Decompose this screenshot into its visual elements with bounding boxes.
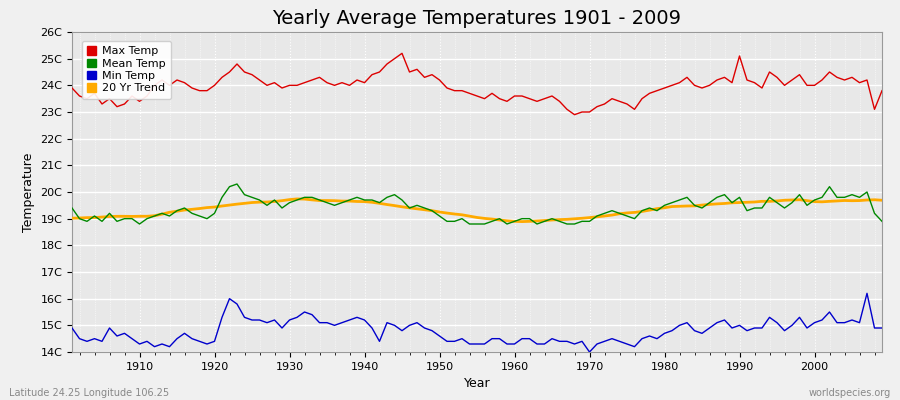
20 Yr Trend (127, 214, 138, 219)
Min Temp (861, 291, 872, 296)
Text: worldspecies.org: worldspecies.org (809, 388, 891, 398)
Mean Temp (127, 216, 138, 221)
Mean Temp (524, 216, 535, 221)
20 Yr Trend (524, 219, 535, 224)
20 Yr Trend (67, 216, 77, 220)
Min Temp (67, 326, 77, 330)
20 Yr Trend (614, 211, 625, 216)
X-axis label: Year: Year (464, 377, 490, 390)
Mean Temp (614, 211, 625, 216)
Min Temp (292, 315, 302, 320)
20 Yr Trend (292, 196, 302, 201)
Mean Temp (231, 182, 242, 186)
Min Temp (509, 342, 520, 346)
20 Yr Trend (877, 198, 887, 203)
20 Yr Trend (509, 219, 520, 224)
Max Temp (127, 94, 138, 98)
Max Temp (569, 112, 580, 117)
Max Temp (614, 99, 625, 104)
Min Temp (877, 326, 887, 330)
Min Temp (584, 350, 595, 354)
20 Yr Trend (299, 197, 310, 202)
Mean Temp (517, 216, 527, 221)
Line: Max Temp: Max Temp (72, 53, 882, 115)
Max Temp (292, 83, 302, 88)
Legend: Max Temp, Mean Temp, Min Temp, 20 Yr Trend: Max Temp, Mean Temp, Min Temp, 20 Yr Tre… (82, 41, 171, 99)
Y-axis label: Temperature: Temperature (22, 152, 35, 232)
Mean Temp (134, 222, 145, 226)
Max Temp (509, 94, 520, 98)
Max Temp (397, 51, 408, 56)
Max Temp (877, 88, 887, 93)
20 Yr Trend (344, 199, 355, 204)
Min Temp (337, 320, 347, 325)
Mean Temp (352, 195, 363, 200)
Mean Temp (307, 195, 318, 200)
Min Temp (501, 342, 512, 346)
20 Yr Trend (517, 219, 527, 224)
Title: Yearly Average Temperatures 1901 - 2009: Yearly Average Temperatures 1901 - 2009 (273, 9, 681, 28)
Line: Mean Temp: Mean Temp (72, 184, 882, 224)
Mean Temp (877, 219, 887, 224)
Text: Latitude 24.25 Longitude 106.25: Latitude 24.25 Longitude 106.25 (9, 388, 169, 398)
Line: 20 Yr Trend: 20 Yr Trend (72, 199, 882, 222)
Max Temp (337, 80, 347, 85)
Line: Min Temp: Min Temp (72, 293, 882, 352)
Min Temp (127, 336, 138, 341)
Max Temp (67, 86, 77, 90)
Mean Temp (67, 206, 77, 210)
Max Temp (517, 94, 527, 98)
Min Temp (607, 336, 617, 341)
